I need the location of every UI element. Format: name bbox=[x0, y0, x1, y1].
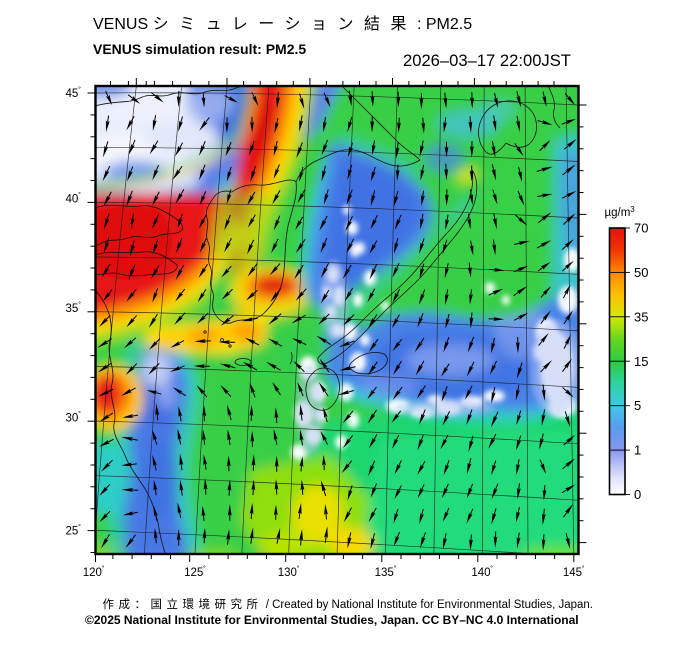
svg-text:35˚: 35˚ bbox=[66, 301, 82, 315]
svg-text:VENUS simulation result: PM2.5: VENUS simulation result: PM2.5 bbox=[93, 41, 306, 57]
svg-text:15: 15 bbox=[634, 354, 648, 369]
svg-text:µg/m3: µg/m3 bbox=[605, 205, 636, 219]
svg-text:©2025 National Institute for E: ©2025 National Institute for Environment… bbox=[85, 613, 579, 627]
svg-text:0: 0 bbox=[634, 487, 641, 502]
svg-text:70: 70 bbox=[634, 221, 648, 236]
svg-text:45˚: 45˚ bbox=[66, 86, 82, 100]
svg-text:1: 1 bbox=[634, 443, 641, 458]
svg-text:作成：国立環境研究所 / Created by Nation: 作成：国立環境研究所 / Created by National Institu… bbox=[103, 597, 594, 611]
svg-text:50: 50 bbox=[634, 265, 648, 280]
svg-text:40˚: 40˚ bbox=[66, 192, 82, 206]
svg-text:130˚: 130˚ bbox=[278, 565, 300, 579]
svg-text:25˚: 25˚ bbox=[66, 524, 82, 538]
svg-text:VENUS シミュレーション結果: PM2.5: VENUS シミュレーション結果: PM2.5 bbox=[93, 15, 472, 33]
svg-text:5: 5 bbox=[634, 398, 641, 413]
svg-text:30˚: 30˚ bbox=[66, 411, 82, 425]
svg-text:135˚: 135˚ bbox=[375, 565, 397, 579]
svg-text:2026–03–17 22:00JST: 2026–03–17 22:00JST bbox=[403, 51, 571, 70]
svg-text:140˚: 140˚ bbox=[471, 565, 493, 579]
svg-text:35: 35 bbox=[634, 309, 648, 324]
svg-text:145˚: 145˚ bbox=[563, 565, 585, 579]
svg-text:120˚: 120˚ bbox=[83, 565, 105, 579]
svg-text:125˚: 125˚ bbox=[184, 565, 206, 579]
